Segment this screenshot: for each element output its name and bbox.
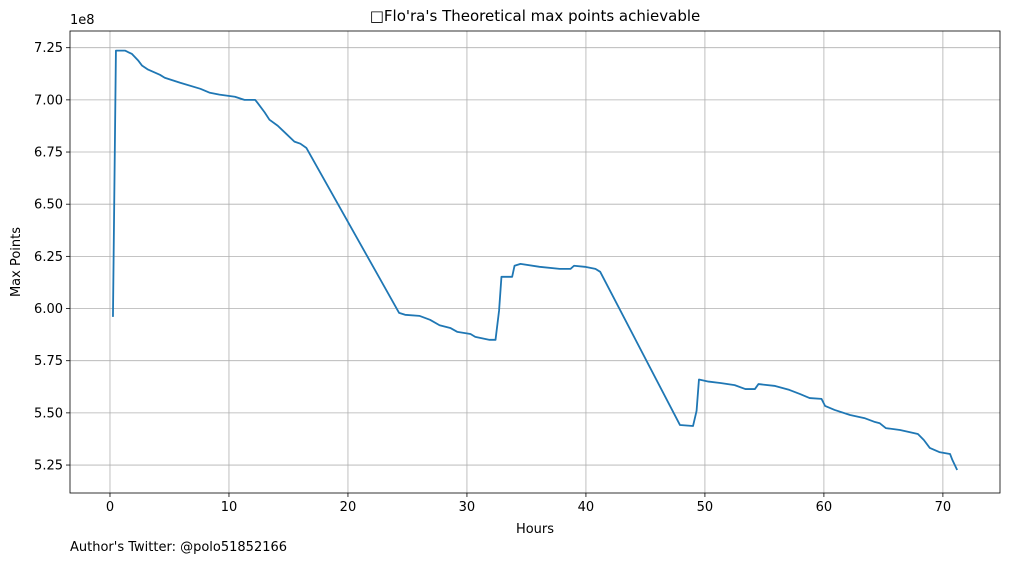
y-tick-label: 5.75	[34, 354, 63, 369]
y-offset-label: 1e8	[70, 13, 95, 28]
x-tick-label: 30	[459, 500, 476, 515]
x-tick-label: 50	[697, 500, 714, 515]
x-tick-label: 70	[935, 500, 952, 515]
y-tick-label: 6.75	[34, 146, 63, 161]
x-tick-label: 40	[578, 500, 595, 515]
x-tick-label: 60	[816, 500, 833, 515]
plot-frame	[69, 30, 1001, 494]
x-tick-label: 10	[221, 500, 238, 515]
y-tick-label: 7.00	[34, 93, 63, 108]
x-axis-label: Hours	[516, 522, 554, 537]
chart-title: □Flo'ra's Theoretical max points achieva…	[370, 7, 701, 25]
y-tick-label: 6.50	[34, 198, 63, 213]
y-tick-label: 6.25	[34, 250, 63, 265]
x-tick-label: 0	[106, 500, 114, 515]
y-tick-label: 7.25	[34, 41, 63, 56]
y-axis-label: Max Points	[9, 227, 24, 297]
data-line	[112, 49, 958, 471]
y-tick-label: 5.50	[34, 406, 63, 421]
footer: Author's Twitter: @polo51852166	[70, 540, 287, 555]
x-tick-label: 20	[340, 500, 357, 515]
y-tick-label: 6.00	[34, 302, 63, 317]
y-tick-label: 5.25	[34, 459, 63, 474]
